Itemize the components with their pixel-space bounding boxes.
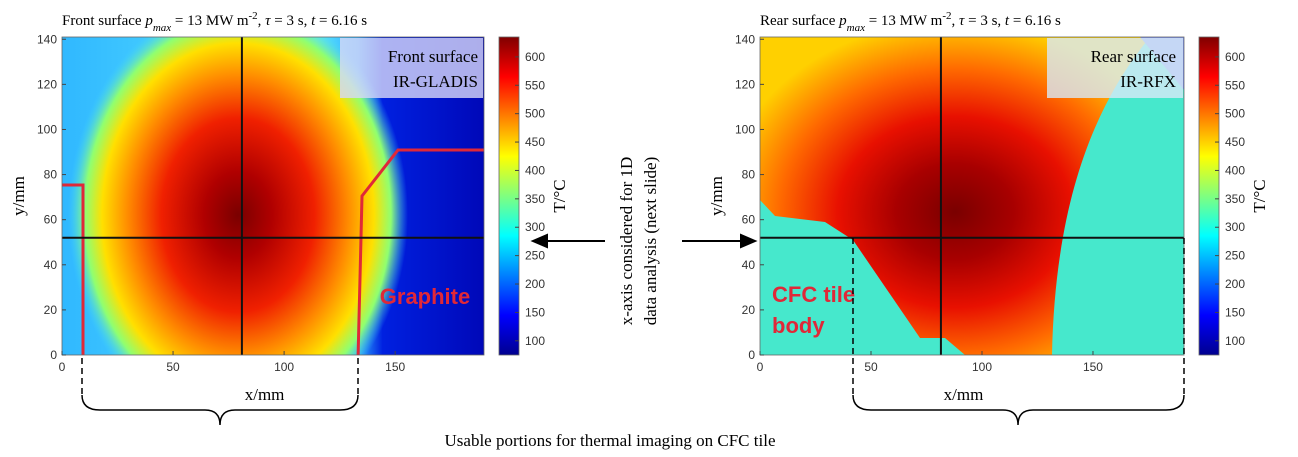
colorbar-tick-label: 300 [1225, 220, 1245, 234]
x-tick-label: 50 [864, 360, 878, 374]
y-tick-label: 140 [735, 32, 755, 46]
brace [82, 395, 358, 425]
colorbar-tick-label: 500 [525, 107, 545, 121]
x-axis-label: x/mm [944, 385, 984, 404]
colorbar-tick-label: 200 [1225, 277, 1245, 291]
colorbar-tick-label: 550 [1225, 78, 1245, 92]
colorbar [499, 37, 519, 355]
y-tick-label: 80 [742, 168, 756, 182]
x-tick-label: 150 [385, 360, 405, 374]
title-part: = 3 s, [964, 13, 1005, 29]
colorbar-tick-label: 350 [1225, 192, 1245, 206]
title-part: = 13 MW m [171, 13, 249, 29]
page: {"chart_data": [ {"type": "heatmap", "ti… [0, 0, 1298, 457]
y-tick-label: 60 [44, 213, 58, 227]
colorbar-tick-label: 250 [525, 249, 545, 263]
x-tick-label: 0 [59, 360, 66, 374]
y-tick-label: 80 [44, 168, 58, 182]
y-tick-label: 100 [37, 122, 57, 136]
brace [853, 395, 1184, 425]
chart-title: Rear surface pmax = 13 MW m-2, τ = 3 s, … [760, 10, 1061, 34]
y-tick-label: 0 [748, 348, 755, 362]
colorbar-tick-label: 350 [525, 192, 545, 206]
y-tick-label: 120 [37, 77, 57, 91]
title-part: -2 [249, 10, 258, 22]
caption: Usable portions for thermal imaging on C… [445, 431, 776, 450]
y-axis-label: y/mm [707, 176, 726, 216]
colorbar-tick-label: 500 [1225, 107, 1245, 121]
colorbar-tick-label: 150 [1225, 305, 1245, 319]
title-part: -2 [942, 10, 951, 22]
colorbar-tick-label: 550 [525, 78, 545, 92]
note: x-axis considered for 1D [617, 157, 636, 326]
title-part: , [258, 13, 266, 29]
colorbar-tick-label: 100 [525, 334, 545, 348]
y-tick-label: 40 [44, 258, 58, 272]
colorbar-tick-label: 450 [1225, 135, 1245, 149]
title-part: Rear surface [760, 13, 839, 29]
annotation: Front surface [388, 47, 478, 66]
title-part: = 6.16 s [315, 13, 367, 29]
colorbar-tick-label: 450 [525, 135, 545, 149]
title-part: max [153, 22, 171, 34]
x-tick-label: 100 [274, 360, 294, 374]
colorbar-label: T/°C [550, 179, 569, 212]
y-tick-label: 140 [37, 32, 57, 46]
colorbar-tick-label: 600 [525, 50, 545, 64]
annotation: Rear surface [1091, 47, 1176, 66]
y-tick-label: 40 [742, 258, 756, 272]
title-part: = 13 MW m [865, 13, 943, 29]
x-tick-label: 50 [166, 360, 180, 374]
title-part: Front surface [62, 13, 145, 29]
title-part: max [847, 22, 865, 34]
colorbar-label: T/°C [1250, 179, 1269, 212]
annotation: Graphite [380, 284, 470, 309]
x-tick-label: 0 [757, 360, 764, 374]
colorbar-tick-label: 250 [1225, 249, 1245, 263]
title-part: = 3 s, [271, 13, 312, 29]
colorbar [1199, 37, 1219, 355]
colorbar-tick-label: 100 [1225, 334, 1245, 348]
x-tick-label: 150 [1083, 360, 1103, 374]
y-tick-label: 20 [44, 303, 58, 317]
y-axis-label: y/mm [9, 176, 28, 216]
y-tick-label: 100 [735, 122, 755, 136]
colorbar-tick-label: 600 [1225, 50, 1245, 64]
arrow-head [741, 235, 755, 247]
y-tick-label: 20 [742, 303, 756, 317]
annotation: CFC tile [772, 282, 855, 307]
y-tick-label: 60 [742, 213, 756, 227]
arrow-head [533, 235, 547, 247]
title-part: = 6.16 s [1009, 13, 1061, 29]
x-tick-label: 100 [972, 360, 992, 374]
annotation: IR-GLADIS [393, 72, 478, 91]
colorbar-tick-label: 300 [525, 220, 545, 234]
note: data analysis (next slide) [641, 157, 660, 326]
x-axis-label: x/mm [245, 385, 285, 404]
colorbar-tick-label: 400 [525, 163, 545, 177]
colorbar-tick-label: 200 [525, 277, 545, 291]
annotation: body [772, 313, 825, 338]
title-part: , [951, 13, 959, 29]
chart-title: Front surface pmax = 13 MW m-2, τ = 3 s,… [62, 10, 367, 34]
figure: 0 50 100 150 0 20 40 60 80 100 120 140 x/mm y/mm Front… [0, 0, 1298, 457]
colorbar-tick-label: 150 [525, 305, 545, 319]
annotation: IR-RFX [1120, 72, 1176, 91]
y-tick-label: 0 [50, 348, 57, 362]
colorbar-tick-label: 400 [1225, 163, 1245, 177]
y-tick-label: 120 [735, 77, 755, 91]
